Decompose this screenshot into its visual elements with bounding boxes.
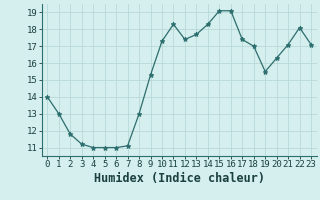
X-axis label: Humidex (Indice chaleur): Humidex (Indice chaleur)	[94, 172, 265, 185]
